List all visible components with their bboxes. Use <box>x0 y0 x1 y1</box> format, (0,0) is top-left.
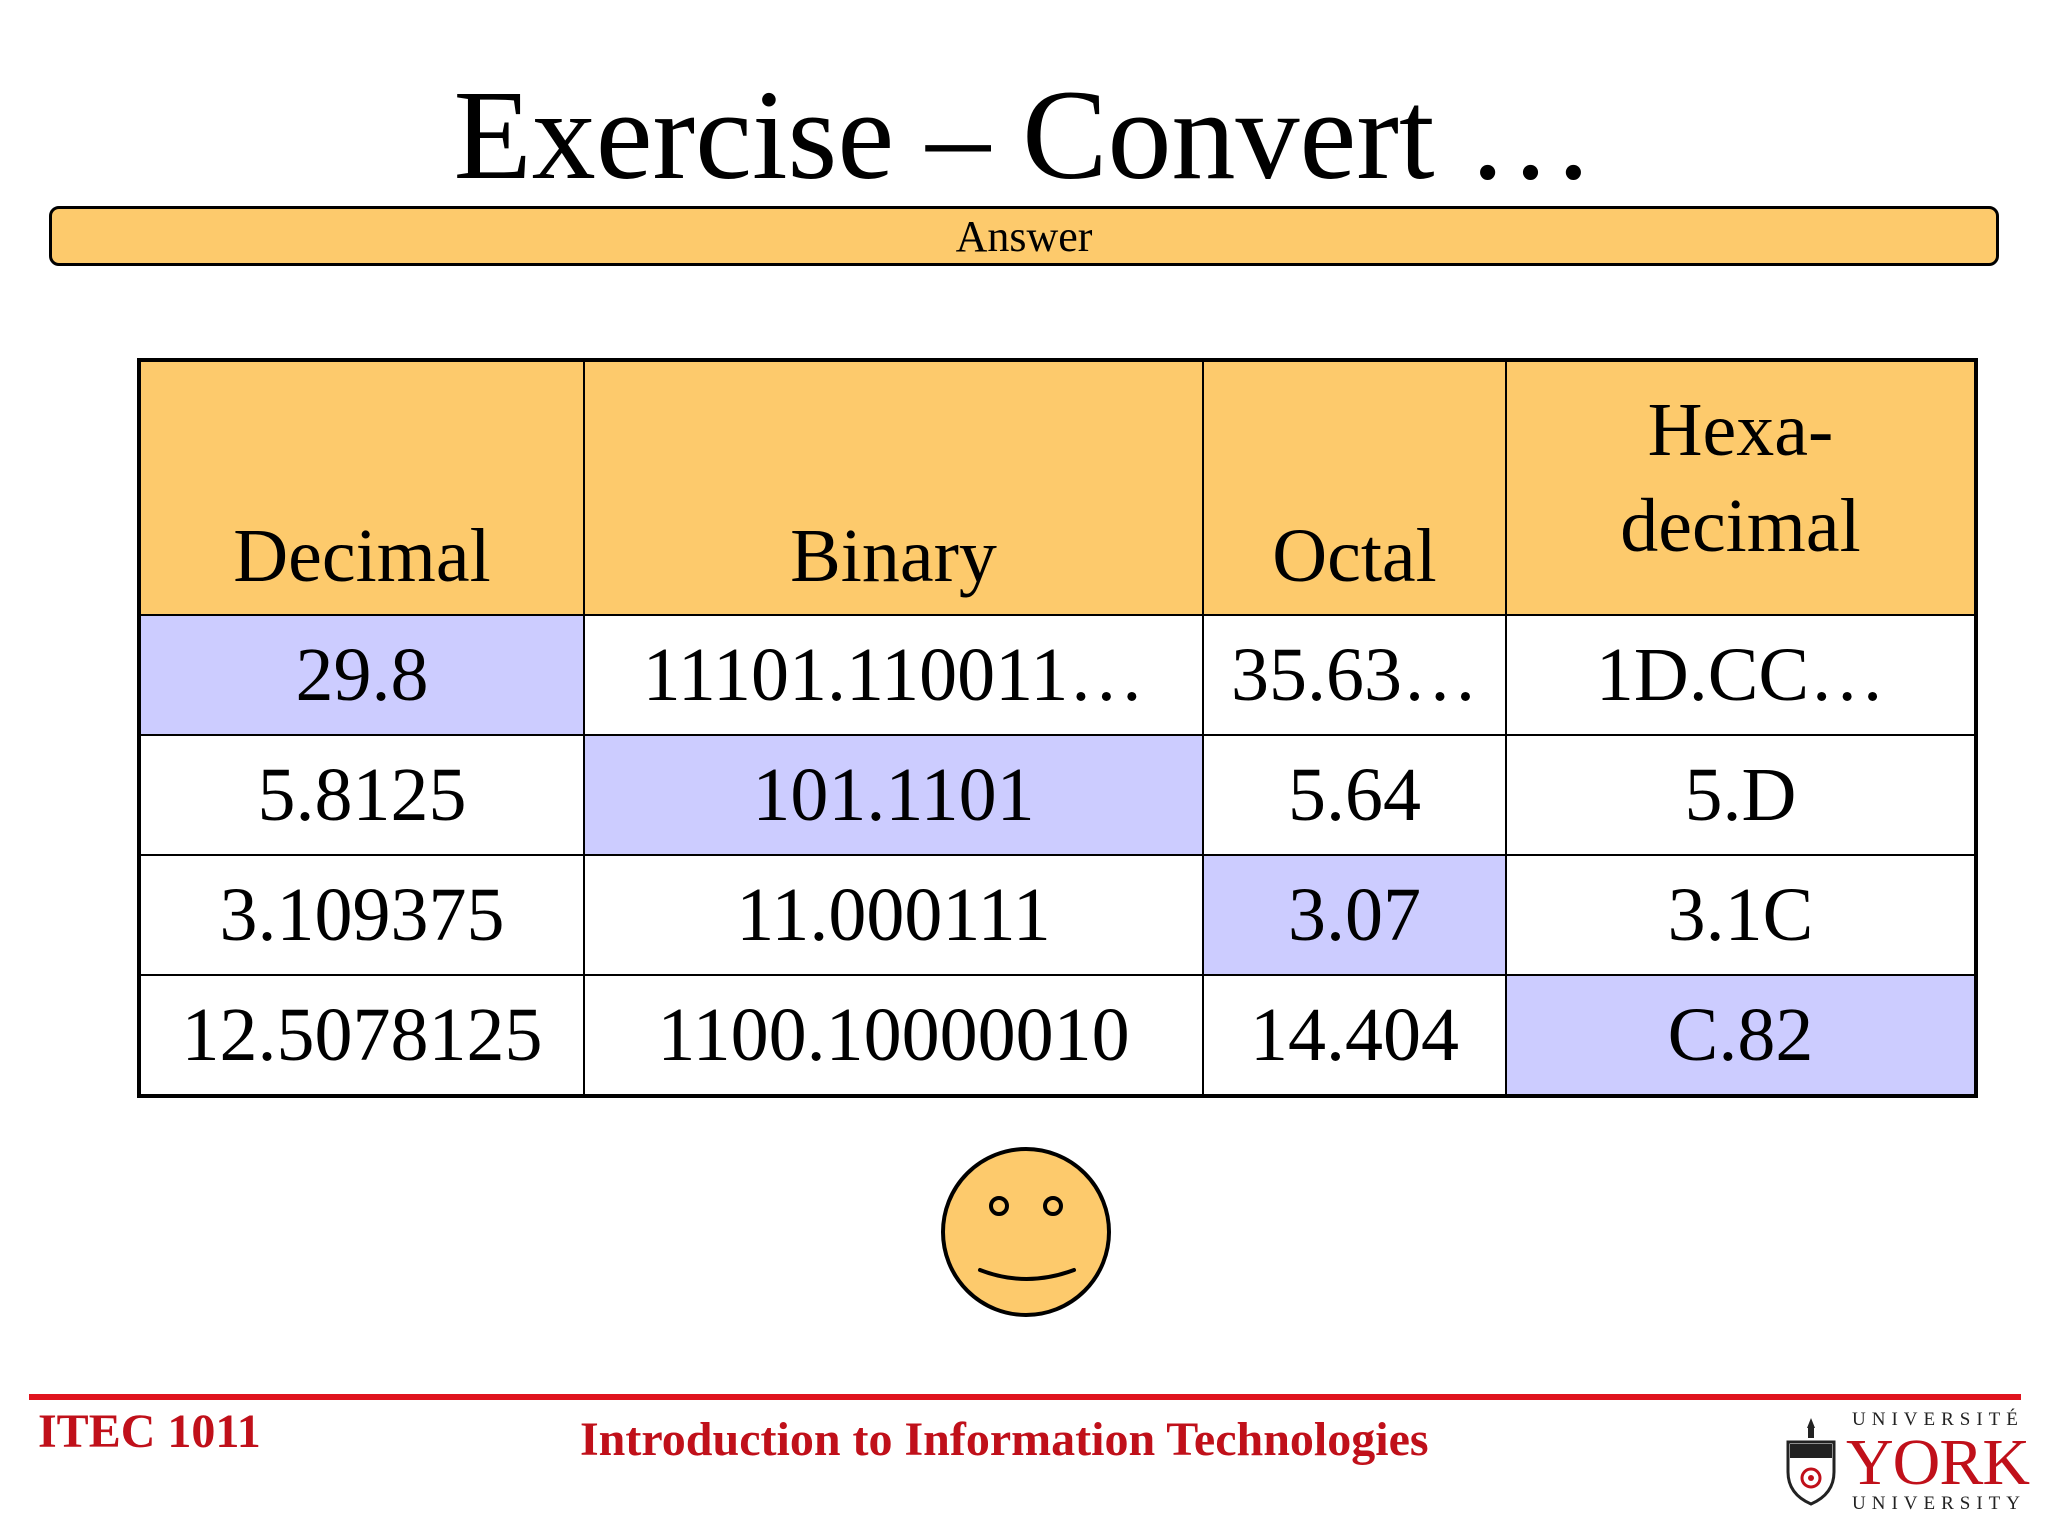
cell-decimal: 5.8125 <box>138 734 585 856</box>
cell-binary: 101.1101 <box>583 734 1204 856</box>
cell-decimal: 12.5078125 <box>138 974 585 1097</box>
cell-hexadecimal: 1D.CC… <box>1505 614 1977 736</box>
header-decimal: Decimal <box>138 359 585 616</box>
course-code: ITEC 1011 <box>38 1405 261 1458</box>
cell-octal: 5.64 <box>1202 734 1507 856</box>
footer-divider <box>29 1394 2021 1400</box>
slide-title: Exercise – Convert … <box>453 64 1595 206</box>
course-name: Introduction to Information Technologies <box>580 1413 1429 1466</box>
logo-universite-text: UNIVERSITÉ <box>1852 1409 2024 1430</box>
table-row: 3.109375 11.000111 3.07 3.1C <box>138 854 1977 976</box>
york-university-logo: UNIVERSITÉ YORK UNIVERSITY <box>1782 1408 2030 1518</box>
smiley-face-icon <box>941 1147 1111 1317</box>
cell-decimal: 29.8 <box>138 614 585 736</box>
cell-octal: 3.07 <box>1202 854 1507 976</box>
conversion-table: Decimal Binary Octal Hexa- decimal 29.8 … <box>137 358 1978 1098</box>
table-row: 29.8 11101.110011… 35.63… 1D.CC… <box>138 614 1977 736</box>
cell-binary: 11101.110011… <box>583 614 1204 736</box>
cell-binary: 11.000111 <box>583 854 1204 976</box>
cell-binary: 1100.10000010 <box>583 974 1204 1097</box>
logo-york-text: YORK <box>1846 1426 2030 1499</box>
cell-hexadecimal: 5.D <box>1505 734 1977 856</box>
table-row: 12.5078125 1100.10000010 14.404 C.82 <box>138 974 1977 1097</box>
cell-decimal: 3.109375 <box>138 854 585 976</box>
cell-hexadecimal: C.82 <box>1505 974 1977 1097</box>
table-row: 5.8125 101.1101 5.64 5.D <box>138 734 1977 856</box>
cell-hexadecimal: 3.1C <box>1505 854 1977 976</box>
header-octal: Octal <box>1202 359 1507 616</box>
answer-label: Answer <box>955 212 1093 261</box>
header-binary: Binary <box>583 359 1204 616</box>
cell-octal: 35.63… <box>1202 614 1507 736</box>
header-hexadecimal: Hexa- decimal <box>1505 359 1977 616</box>
table-header-row: Decimal Binary Octal Hexa- decimal <box>138 359 1977 616</box>
cell-octal: 14.404 <box>1202 974 1507 1097</box>
answer-bar: Answer <box>49 206 1999 266</box>
york-crest-icon <box>1786 1418 1836 1506</box>
logo-university-text: UNIVERSITY <box>1852 1493 2026 1514</box>
